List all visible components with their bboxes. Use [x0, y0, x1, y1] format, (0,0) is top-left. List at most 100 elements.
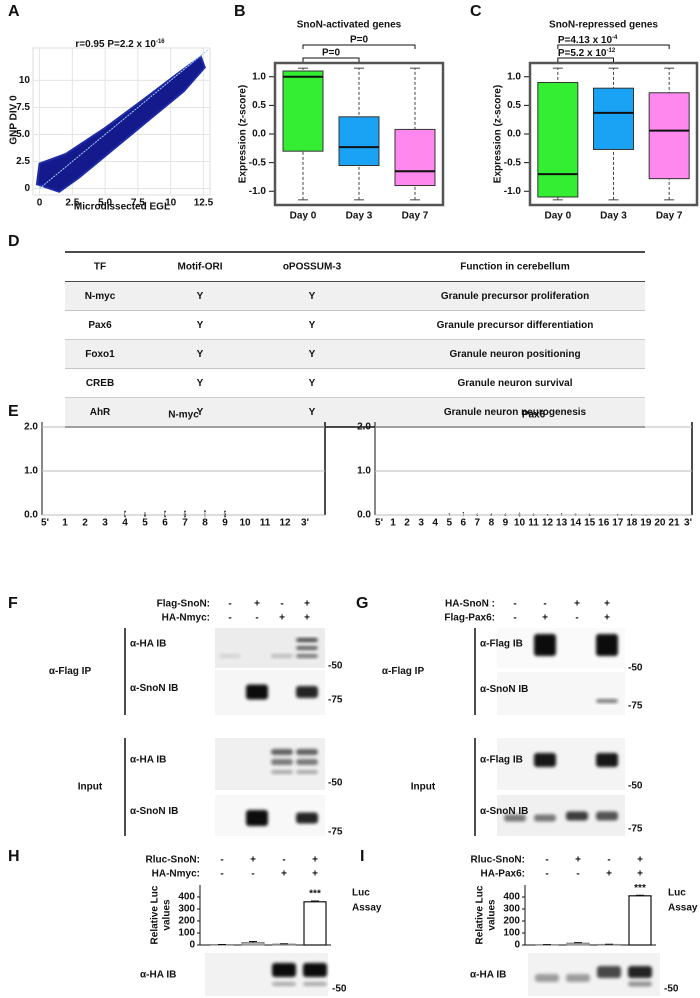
band	[271, 759, 293, 765]
logo-letter: T	[561, 512, 563, 517]
band	[219, 654, 241, 658]
table-cell: Granule precursor differentiation	[437, 320, 594, 331]
condition-label: HA-Nmyc:	[162, 613, 210, 624]
logo-letter: G	[575, 515, 577, 517]
y-tick-label: 100	[503, 928, 520, 939]
logo-letter: T	[631, 512, 633, 517]
x-tick-label: Day 7	[656, 211, 683, 222]
annotation-exponent: -12	[606, 48, 615, 54]
y-tick-label: 1.0	[507, 71, 521, 82]
bracket	[302, 57, 360, 62]
condition-sign: +	[312, 855, 318, 866]
bar	[566, 942, 590, 946]
condition-sign: +	[254, 599, 260, 610]
fit-line	[39, 48, 210, 189]
logo-letter: G	[224, 508, 227, 520]
table-cell: Y	[309, 349, 316, 360]
y-tick-label: 1.0	[252, 71, 266, 82]
table-header: oPOSSUM-3	[283, 262, 342, 273]
condition-sign: -	[513, 599, 516, 610]
position-label: 12	[542, 518, 554, 529]
position-label: 3'	[301, 518, 309, 529]
table-cell: Y	[197, 349, 204, 360]
table-cell: Y	[309, 291, 316, 302]
x-tick-label: Day 3	[346, 211, 373, 222]
y-tick-label: 0	[189, 940, 195, 951]
condition-sign: +	[604, 599, 610, 610]
y-tick-label: 200	[178, 916, 195, 927]
annotation-exponent: -4	[612, 35, 618, 41]
condition-sign: +	[281, 869, 287, 880]
panel-letter: B	[234, 3, 246, 20]
position-label: 1	[390, 518, 396, 529]
condition-sign: -	[282, 855, 285, 866]
x-tick-label: Day 7	[402, 211, 429, 222]
mw-marker: -75	[628, 824, 643, 835]
position-label: 15	[584, 518, 596, 529]
table-cell: Granule precursor proliferation	[441, 291, 589, 302]
condition-label: HA-Pax6:	[481, 869, 525, 880]
condition-sign: +	[304, 613, 310, 624]
condition-sign: -	[251, 869, 254, 880]
band	[271, 749, 293, 755]
x-tick-label: Day 0	[290, 211, 317, 222]
position-label: 14	[570, 518, 582, 529]
band	[596, 753, 618, 767]
band	[296, 686, 318, 698]
annotation-text: P=5.2 x 10	[558, 48, 607, 59]
table-row	[65, 369, 645, 398]
band	[534, 753, 556, 767]
y-tick-label: 0.0	[507, 129, 521, 140]
x-tick-label: 12.5	[194, 198, 214, 209]
assay-label: Luc	[668, 888, 686, 899]
y-axis-label: values	[487, 899, 498, 931]
annotation-text: r=0.95 P=2.2 x 10	[75, 39, 156, 50]
condition-label: Rluc-SnoN:	[471, 855, 525, 866]
assay-label: Luc	[352, 888, 370, 899]
box	[282, 70, 324, 152]
table-cell: AhR	[90, 407, 111, 418]
blot-label: α-Flag IB	[480, 755, 523, 766]
table-cell: Y	[197, 407, 204, 418]
panel-letter: A	[8, 3, 20, 20]
significance: ***	[309, 889, 321, 900]
blot-label: α-HA IB	[140, 970, 176, 981]
position-label: 5	[446, 518, 452, 529]
mw-marker: -50	[628, 781, 643, 792]
y-tick-label: 2.0	[357, 422, 371, 433]
box	[648, 92, 690, 180]
group-label: α-Flag IP	[49, 666, 92, 677]
mw-marker: -50	[628, 663, 643, 674]
panel-letter: G	[356, 595, 368, 612]
table-header: TF	[94, 262, 106, 273]
y-tick-label: 0	[514, 940, 520, 951]
annotation: P=0	[322, 48, 341, 59]
table-cell: CREB	[86, 378, 114, 389]
y-tick-label: 0.0	[357, 510, 371, 521]
condition-label: Flag-Pax6:	[444, 613, 495, 624]
position-label: 3	[102, 518, 108, 529]
x-tick-label: 10	[165, 198, 177, 209]
y-tick-label: 1.0	[24, 466, 38, 477]
mw-marker: -50	[328, 778, 343, 789]
chart-title: SnoN-activated genes	[297, 20, 402, 31]
annotation-exponent: -16	[156, 39, 165, 45]
logo-letter: G	[645, 515, 647, 516]
position-label: 5	[142, 518, 148, 529]
mw-marker: -50	[332, 984, 347, 995]
blot-label: α-HA IB	[130, 755, 166, 766]
band	[566, 811, 588, 821]
y-axis-label: Relative Luc	[475, 885, 486, 944]
band	[534, 634, 556, 656]
table-cell: Y	[197, 320, 204, 331]
position-label: 17	[612, 518, 624, 529]
table-header: Motif-ORI	[178, 262, 223, 273]
condition-sign: -	[220, 869, 223, 880]
y-tick-label: 400	[503, 892, 520, 903]
y-tick-label: -0.5	[249, 157, 267, 168]
mw-marker: -75	[328, 827, 343, 838]
band	[246, 810, 268, 826]
y-tick-label: 200	[503, 916, 520, 927]
condition-label: HA-SnoN :	[445, 599, 495, 610]
